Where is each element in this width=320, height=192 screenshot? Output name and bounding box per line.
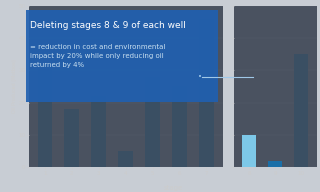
Bar: [118, 151, 133, 167]
Text: = reduction in cost and environmental
impact by 20% while only reducing oil
retu: = reduction in cost and environmental im…: [30, 44, 166, 68]
Text: stage: stage: [163, 185, 182, 191]
Text: •: •: [198, 74, 202, 80]
Bar: [294, 54, 308, 167]
Bar: [199, 19, 214, 167]
Bar: [64, 109, 79, 167]
Text: Deleting stages 8 & 9 of each well: Deleting stages 8 & 9 of each well: [30, 21, 186, 30]
Bar: [242, 135, 256, 167]
Bar: [37, 64, 52, 167]
Bar: [172, 86, 187, 167]
Bar: [145, 77, 160, 167]
Y-axis label: Oil Produced (Mstboe): Oil Produced (Mstboe): [12, 60, 17, 113]
Bar: [268, 161, 283, 167]
Bar: [92, 96, 106, 167]
